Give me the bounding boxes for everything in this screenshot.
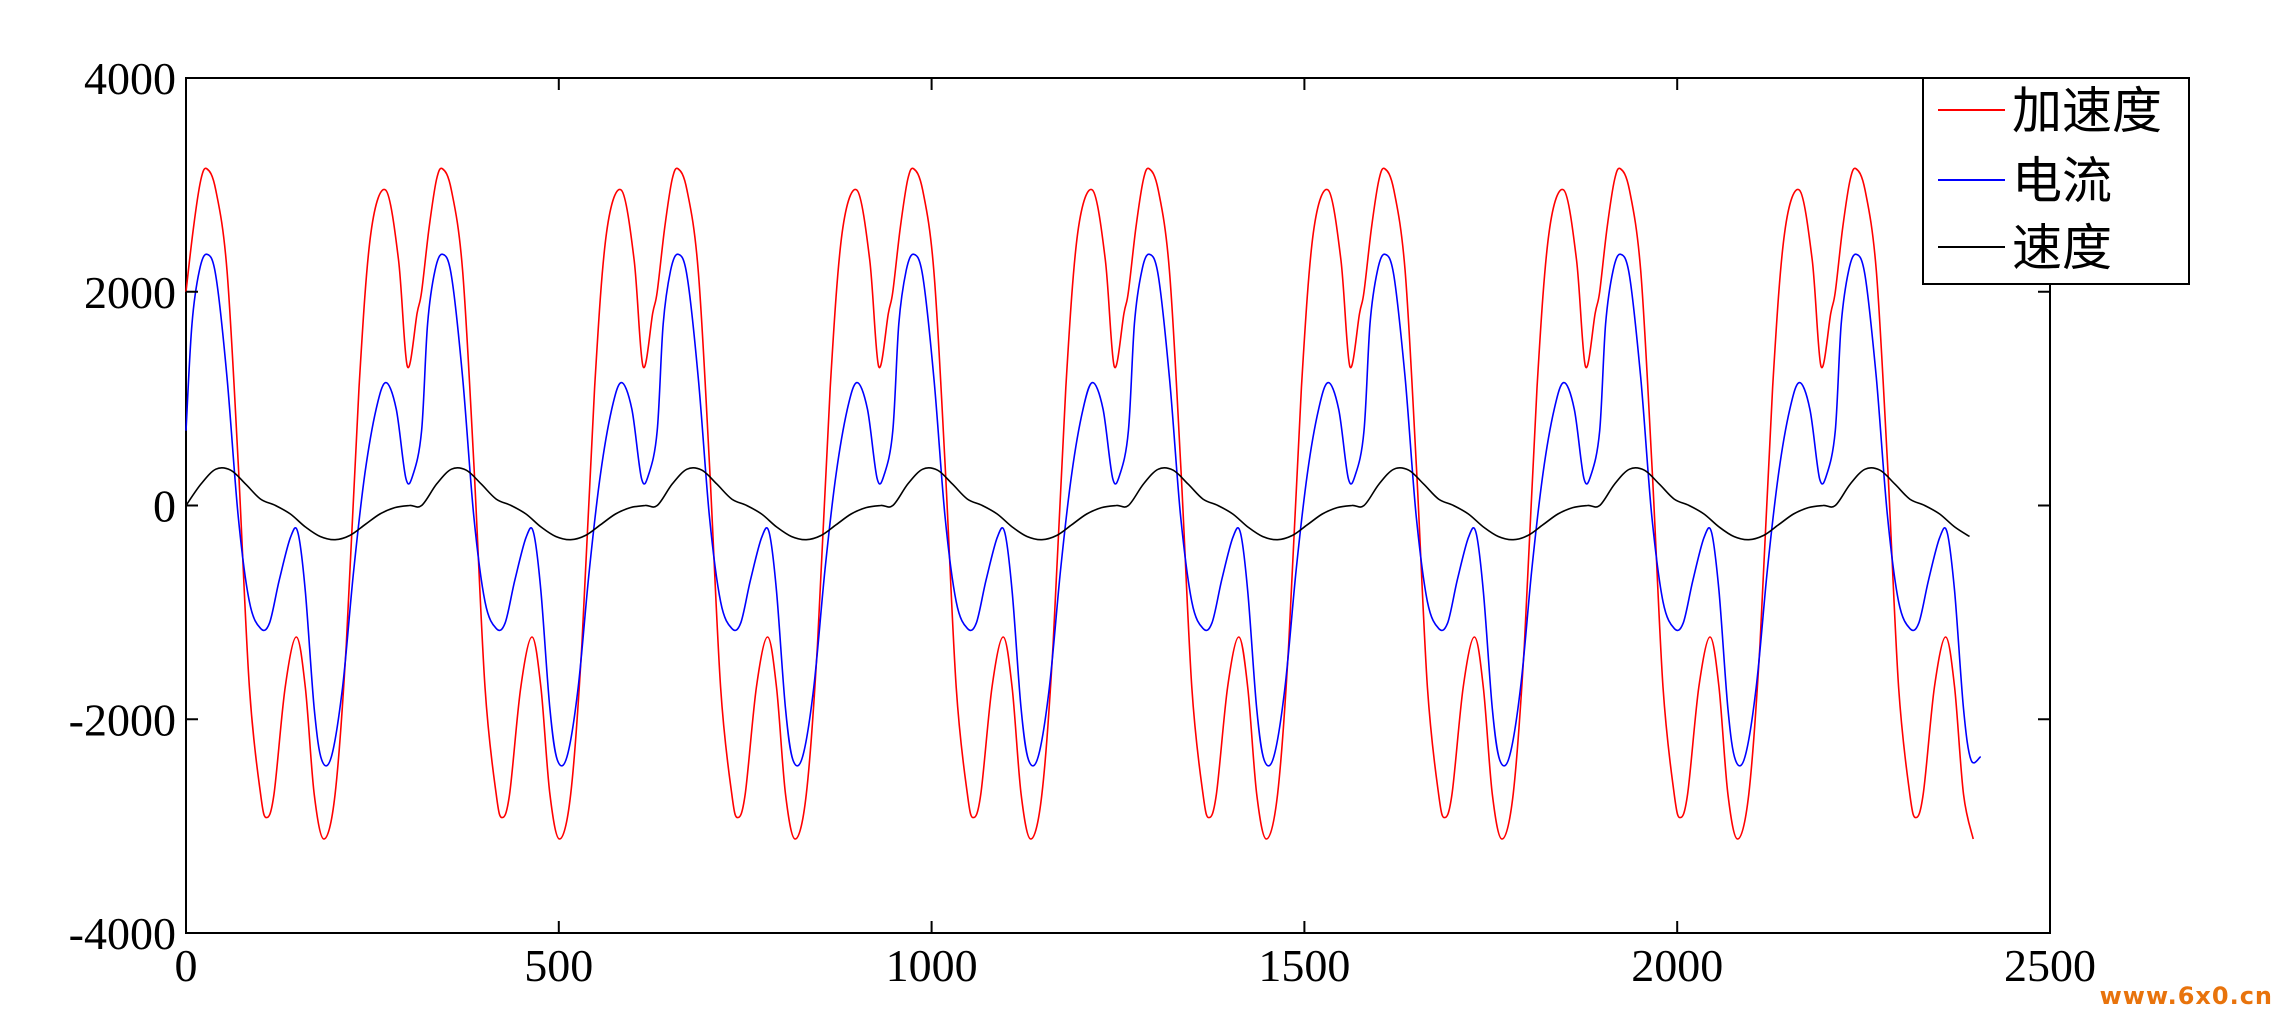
x-tick-label: 500 — [524, 940, 593, 991]
y-tick-label: -4000 — [69, 908, 176, 959]
y-tick-label: 0 — [153, 481, 176, 532]
legend-label-电流: 电流 — [2012, 152, 2112, 210]
series-line-加速度 — [185, 167, 1974, 840]
x-tick-label: 1500 — [1258, 940, 1350, 991]
ticks-layer: 0 500 1000 1500 2000 2500 -4000 -2000 0 2000 4000 — [69, 53, 2096, 991]
legend-label-速度: 速度 — [2012, 219, 2112, 277]
legend-label-加速度: 加速度 — [2012, 82, 2162, 140]
legend: 加速度 电流 速度 — [1922, 77, 2190, 285]
y-tick-label: -2000 — [69, 694, 176, 745]
series-line-电流 — [185, 253, 1982, 767]
series-layer — [185, 167, 1982, 840]
x-tick-label: 2500 — [2004, 940, 2096, 991]
watermark: www.6x0.cn — [2099, 982, 2273, 1010]
x-tick-label: 1000 — [886, 940, 978, 991]
x-tick-label: 0 — [175, 940, 198, 991]
y-tick-label: 2000 — [84, 267, 176, 318]
series-line-速度 — [185, 467, 1970, 541]
y-tick-label: 4000 — [84, 53, 176, 104]
x-tick-label: 2000 — [1631, 940, 1723, 991]
